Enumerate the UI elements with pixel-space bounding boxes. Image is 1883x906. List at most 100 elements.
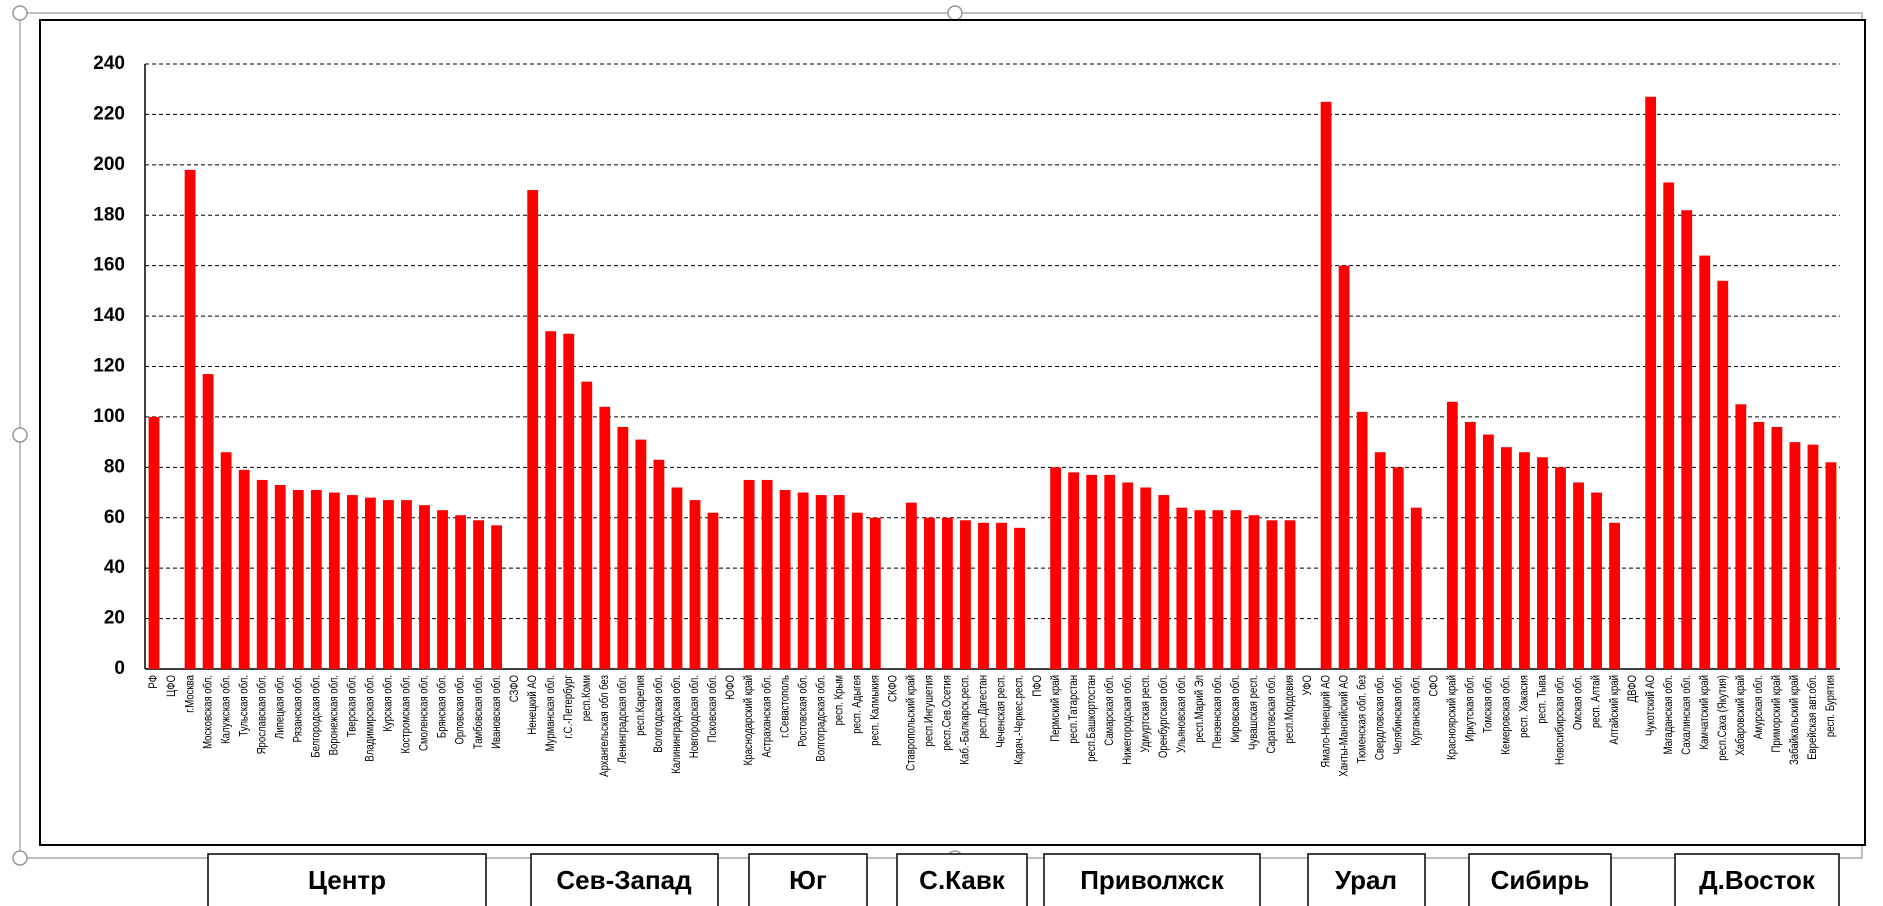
bar <box>960 520 971 669</box>
bar <box>328 492 340 669</box>
x-tick-label: СЗФО <box>508 675 521 702</box>
x-tick-label: Омская обл. <box>1572 675 1585 730</box>
x-tick-label: Тамбовская обл. <box>472 675 485 749</box>
bar <box>707 512 719 669</box>
x-tick-label: респ. Бурятия <box>1824 675 1837 737</box>
x-tick-label: Еврейская авт.обл. <box>1806 675 1819 760</box>
x-tick-label: Приморский край <box>1770 675 1783 752</box>
bar <box>1014 527 1025 669</box>
x-tick-label: Ненецкий АО <box>526 675 539 735</box>
x-tick-label: Кировская обл. <box>1229 675 1242 743</box>
x-tick-label: Калининградская обл. <box>670 675 683 774</box>
y-tick-label: 100 <box>93 406 125 427</box>
x-tick-label: Рязанская обл. <box>292 675 305 742</box>
x-tick-label: Мурманская обл. <box>544 675 557 751</box>
y-tick-label: 60 <box>104 507 125 528</box>
x-tick-label: Ростовская обл. <box>796 675 809 747</box>
bar <box>220 452 232 669</box>
x-tick-label: Ульяновская обл. <box>1175 675 1188 753</box>
bar <box>527 190 539 669</box>
bar <box>1122 482 1134 669</box>
x-tick-label: респ. Хакасия <box>1518 675 1531 738</box>
x-tick-label: Ярославская обл. <box>255 675 268 754</box>
bar <box>851 512 863 669</box>
group-label: Центр <box>308 865 386 895</box>
bar <box>419 505 430 669</box>
x-tick-label: Пермский край <box>1049 675 1062 742</box>
bar <box>869 517 881 669</box>
bar <box>1825 462 1837 669</box>
x-tick-label: Пензенская обл. <box>1211 675 1224 749</box>
bar <box>473 520 484 669</box>
bar <box>1717 280 1729 669</box>
x-tick-label: СКФО <box>887 675 900 702</box>
bar <box>274 484 286 669</box>
y-tick-label: 80 <box>104 456 125 477</box>
x-tick-label: Московская обл. <box>201 675 214 749</box>
bar <box>256 479 268 669</box>
bar <box>1392 467 1404 669</box>
x-tick-label: Красноярский край <box>1446 675 1459 760</box>
x-tick-label: Липецкая обл. <box>273 675 286 739</box>
bar <box>1464 421 1476 669</box>
bar <box>1555 467 1566 669</box>
bar <box>1735 404 1747 669</box>
group-label: Юг <box>789 865 827 895</box>
x-tick-label: ЮФО <box>724 675 737 699</box>
bar <box>978 522 989 669</box>
bar <box>996 522 1007 669</box>
bar <box>1410 507 1422 669</box>
y-tick-label: 120 <box>93 356 125 377</box>
x-tick-label: ПФО <box>1031 675 1044 697</box>
bar <box>581 381 593 669</box>
x-tick-label: Чеченская респ. <box>995 675 1008 748</box>
bar <box>833 495 845 669</box>
bar <box>1194 510 1206 669</box>
group-label: Приволжск <box>1080 865 1224 895</box>
bar <box>346 495 358 669</box>
bar <box>1320 101 1332 669</box>
x-tick-label: респ.Коми <box>580 675 593 721</box>
x-tick-label: ЦФО <box>165 675 178 697</box>
x-tick-label: Иркутская обл. <box>1464 675 1477 742</box>
bar <box>1645 96 1657 670</box>
x-tick-label: Новосибирская обл. <box>1554 675 1567 765</box>
bar <box>1699 255 1711 670</box>
bar <box>1266 520 1278 669</box>
group-label: Урал <box>1335 865 1397 895</box>
bar <box>635 439 647 669</box>
x-tick-label: Камчатский край <box>1698 675 1711 750</box>
bar <box>401 500 412 669</box>
bar <box>364 497 376 669</box>
x-tick-label: Забайкальский край <box>1788 675 1801 765</box>
bar <box>383 500 394 669</box>
x-tick-label: Вологодская обл. <box>652 675 665 753</box>
x-tick-label: Амурская обл. <box>1752 675 1765 739</box>
x-tick-label: респ. Тыва <box>1536 674 1549 724</box>
bar <box>815 495 827 669</box>
bar <box>1771 427 1783 669</box>
group-label: Д.Восток <box>1699 865 1816 895</box>
y-tick-label: 240 <box>93 53 125 74</box>
x-tick-label: Ивановская обл. <box>490 675 503 749</box>
bar <box>1230 510 1242 669</box>
x-tick-label: Волгоградская обл. <box>814 675 827 762</box>
x-tick-label: Астраханская обл. <box>760 675 773 758</box>
x-tick-label: респ.Сев.Осетия <box>941 675 954 751</box>
bar <box>1068 472 1080 669</box>
bar <box>184 169 196 669</box>
bar <box>1609 522 1621 669</box>
bar <box>1807 444 1819 669</box>
bar <box>310 490 322 669</box>
bar <box>905 502 917 669</box>
x-tick-label: Саратовская обл. <box>1265 675 1278 754</box>
bar <box>671 487 683 669</box>
bar <box>1663 182 1675 669</box>
bar <box>1104 474 1116 669</box>
x-tick-label: Томская обл. <box>1482 675 1495 733</box>
x-tick-label: Ханты-Мансийский АО <box>1337 675 1350 777</box>
x-tick-label: Орловская обл. <box>454 675 467 745</box>
bar <box>491 525 503 669</box>
bar <box>563 333 575 669</box>
